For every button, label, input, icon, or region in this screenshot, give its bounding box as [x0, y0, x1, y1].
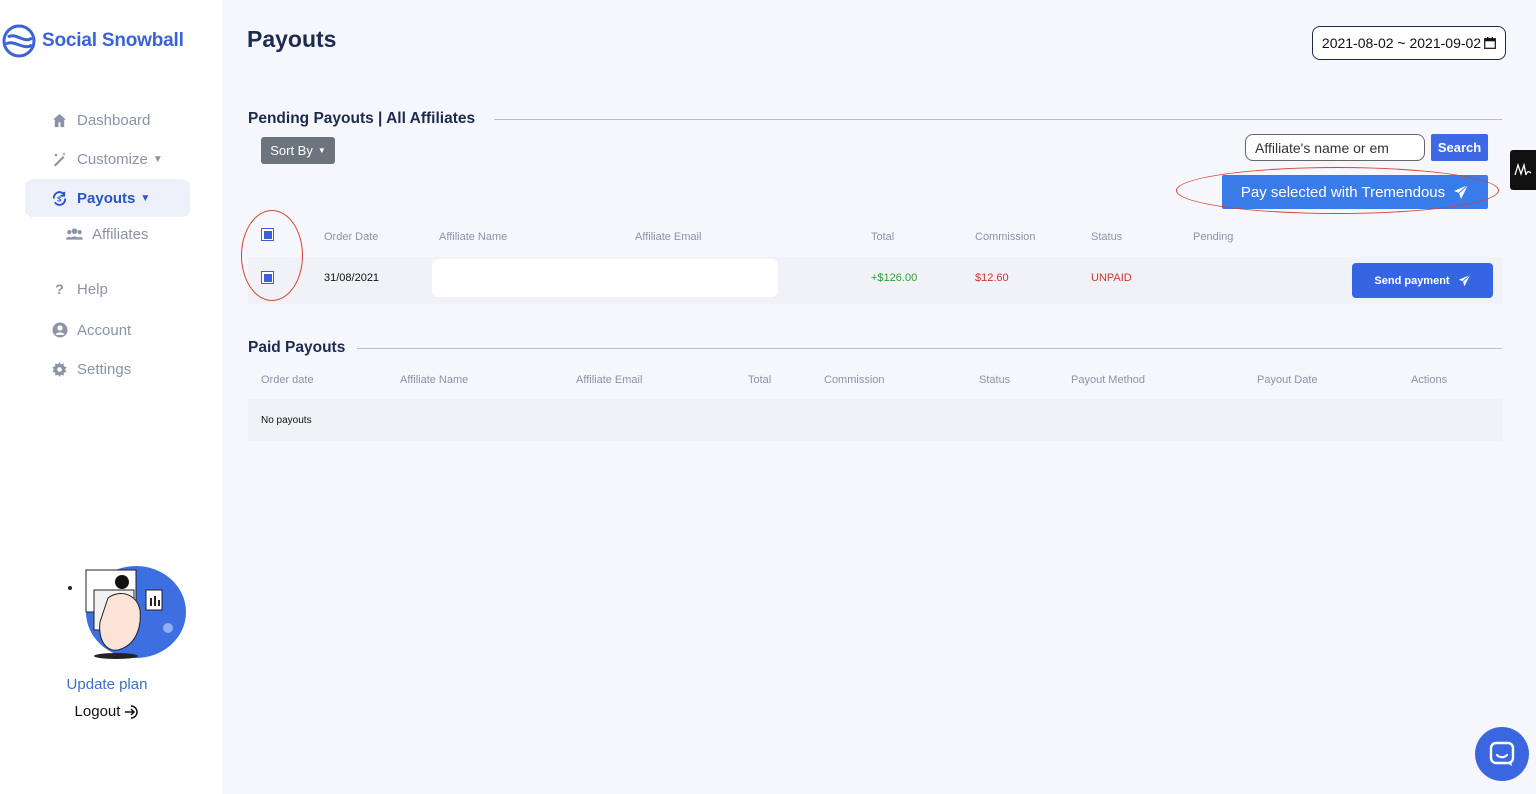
row-select-checkbox[interactable]: [261, 271, 274, 284]
column-header[interactable]: Actions: [1411, 374, 1448, 386]
gear-icon: [51, 361, 68, 378]
logout-label: Logout: [74, 703, 121, 720]
sidebar-item-dashboard[interactable]: Dashboard: [25, 101, 190, 139]
empty-state-text: No payouts: [261, 415, 312, 426]
brand[interactable]: Social Snowball: [2, 24, 184, 58]
sidebar-item-customize[interactable]: Customize ▼: [25, 140, 190, 178]
send-plane-icon: [1454, 184, 1469, 199]
logout-link[interactable]: Logout: [0, 703, 214, 720]
paid-payouts-title: Paid Payouts: [248, 339, 346, 356]
column-header[interactable]: Affiliate Name: [439, 231, 508, 243]
column-header[interactable]: Commission: [975, 231, 1036, 243]
magic-wand-icon: [51, 151, 68, 168]
signature-icon: [1514, 163, 1532, 177]
column-header[interactable]: Status: [1091, 231, 1123, 243]
payout-cycle-icon: $: [51, 190, 68, 207]
column-header[interactable]: Commission: [824, 374, 885, 386]
send-plane-icon: [1458, 274, 1471, 287]
sidebar-item-settings[interactable]: Settings: [25, 350, 190, 388]
sidebar-item-label: Settings: [77, 360, 132, 378]
section-divider: [357, 348, 1502, 349]
date-range-value: 2021-08-02 ~ 2021-09-02: [1321, 35, 1482, 51]
send-payment-button[interactable]: Send payment: [1352, 263, 1493, 298]
calendar-icon: [1484, 37, 1496, 49]
upgrade-illustration: [68, 566, 186, 659]
affiliate-search-input[interactable]: [1245, 134, 1425, 161]
chat-launcher-button[interactable]: [1475, 727, 1529, 781]
column-header[interactable]: Total: [871, 231, 895, 243]
sidebar-item-help[interactable]: ? Help: [25, 270, 190, 308]
chevron-down-icon: ▼: [152, 153, 163, 165]
commission-cell: $12.60: [975, 272, 1009, 284]
pay-selected-label: Pay selected with Tremendous: [1240, 183, 1446, 201]
chevron-down-icon: ▼: [140, 192, 151, 204]
update-plan-link[interactable]: Update plan: [66, 676, 148, 693]
status-badge: UNPAID: [1091, 272, 1132, 284]
sidebar-item-label: Account: [77, 321, 132, 339]
column-header[interactable]: Total: [748, 374, 772, 386]
total-cell: +$126.00: [871, 272, 918, 284]
column-header[interactable]: Status: [979, 374, 1011, 386]
column-header[interactable]: Affiliate Email: [576, 374, 643, 386]
empty-table-row: [248, 399, 1502, 441]
sidebar-item-label: Payouts: [77, 189, 136, 207]
question-icon: ?: [55, 281, 64, 297]
sidebar-item-payouts[interactable]: $ Payouts ▼: [25, 179, 190, 217]
column-header[interactable]: Order Date: [324, 231, 379, 243]
user-circle-icon: [51, 322, 68, 339]
chat-icon: [1489, 741, 1515, 766]
sidebar: Social Snowball Dashboard Customize ▼ $ …: [0, 0, 222, 794]
sidebar-item-account[interactable]: Account: [25, 311, 190, 349]
column-header[interactable]: Pending: [1193, 231, 1234, 243]
pay-selected-tremendous-button[interactable]: Pay selected with Tremendous: [1222, 175, 1488, 209]
sidebar-item-label: Affiliates: [92, 225, 149, 243]
logout-icon: [125, 704, 139, 719]
column-header[interactable]: Payout Date: [1257, 374, 1318, 386]
column-header[interactable]: Affiliate Name: [400, 374, 469, 386]
pending-payouts-title: Pending Payouts | All Affiliates: [248, 110, 476, 127]
snowball-logo-icon: [2, 24, 36, 58]
sort-by-label: Sort By: [270, 143, 313, 158]
section-divider: [494, 119, 1502, 120]
affiliate-redacted-cell: [432, 259, 778, 297]
column-header[interactable]: Payout Method: [1071, 374, 1145, 386]
users-icon: [66, 226, 83, 243]
caret-down-icon: ▼: [317, 146, 326, 155]
home-icon: [51, 112, 68, 129]
svg-text:$: $: [57, 194, 62, 203]
sidebar-item-label: Dashboard: [77, 111, 151, 129]
side-widget-tab[interactable]: [1510, 150, 1536, 190]
column-header[interactable]: Affiliate Email: [635, 231, 702, 243]
select-all-checkbox[interactable]: [261, 228, 274, 241]
sort-by-button[interactable]: Sort By ▼: [261, 137, 335, 164]
brand-name: Social Snowball: [42, 30, 184, 51]
order-date-cell: 31/08/2021: [324, 272, 380, 284]
sidebar-item-label: Customize: [77, 150, 148, 168]
column-header[interactable]: Order date: [261, 374, 314, 386]
send-payment-label: Send payment: [1374, 274, 1450, 287]
search-button[interactable]: Search: [1431, 134, 1488, 161]
sidebar-item-affiliates[interactable]: Affiliates: [40, 215, 205, 253]
date-range-picker[interactable]: 2021-08-02 ~ 2021-09-02: [1312, 26, 1506, 60]
sidebar-item-label: Help: [77, 280, 108, 298]
page-title: Payouts: [247, 26, 337, 52]
